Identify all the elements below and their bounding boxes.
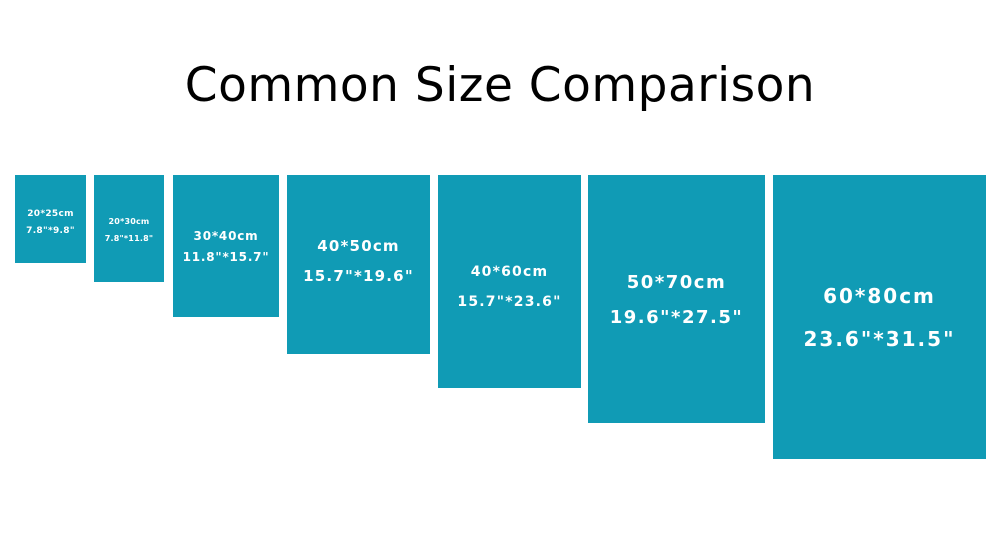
size-inch-label: 7.8"*9.8": [26, 226, 75, 236]
size-box-50x70: 50*70cm 19.6"*27.5": [588, 175, 765, 423]
size-inch-label: 15.7"*19.6": [303, 267, 414, 285]
size-inch-label: 7.8"*11.8": [104, 234, 154, 243]
size-box-40x60: 40*60cm 15.7"*23.6": [438, 175, 581, 388]
size-box-60x80: 60*80cm 23.6"*31.5": [773, 175, 986, 459]
size-cm-label: 50*70cm: [626, 272, 727, 293]
size-inch-label: 19.6"*27.5": [609, 307, 744, 328]
size-box-40x50: 40*50cm 15.7"*19.6": [287, 175, 430, 354]
size-inch-label: 11.8"*15.7": [182, 250, 270, 264]
size-cm-label: 40*60cm: [470, 264, 549, 280]
size-inch-label: 23.6"*31.5": [803, 327, 956, 351]
size-cm-label: 60*80cm: [823, 284, 936, 308]
size-cm-label: 20*30cm: [108, 217, 150, 226]
size-inch-label: 15.7"*23.6": [457, 294, 562, 310]
size-box-20x25: 20*25cm 7.8"*9.8": [15, 175, 86, 263]
size-cm-label: 40*50cm: [317, 237, 400, 255]
size-cm-label: 30*40cm: [193, 229, 259, 243]
page-title: Common Size Comparison: [184, 58, 816, 113]
size-box-20x30: 20*30cm 7.8"*11.8": [94, 175, 164, 282]
size-box-30x40: 30*40cm 11.8"*15.7": [173, 175, 279, 317]
size-cm-label: 20*25cm: [27, 209, 74, 219]
